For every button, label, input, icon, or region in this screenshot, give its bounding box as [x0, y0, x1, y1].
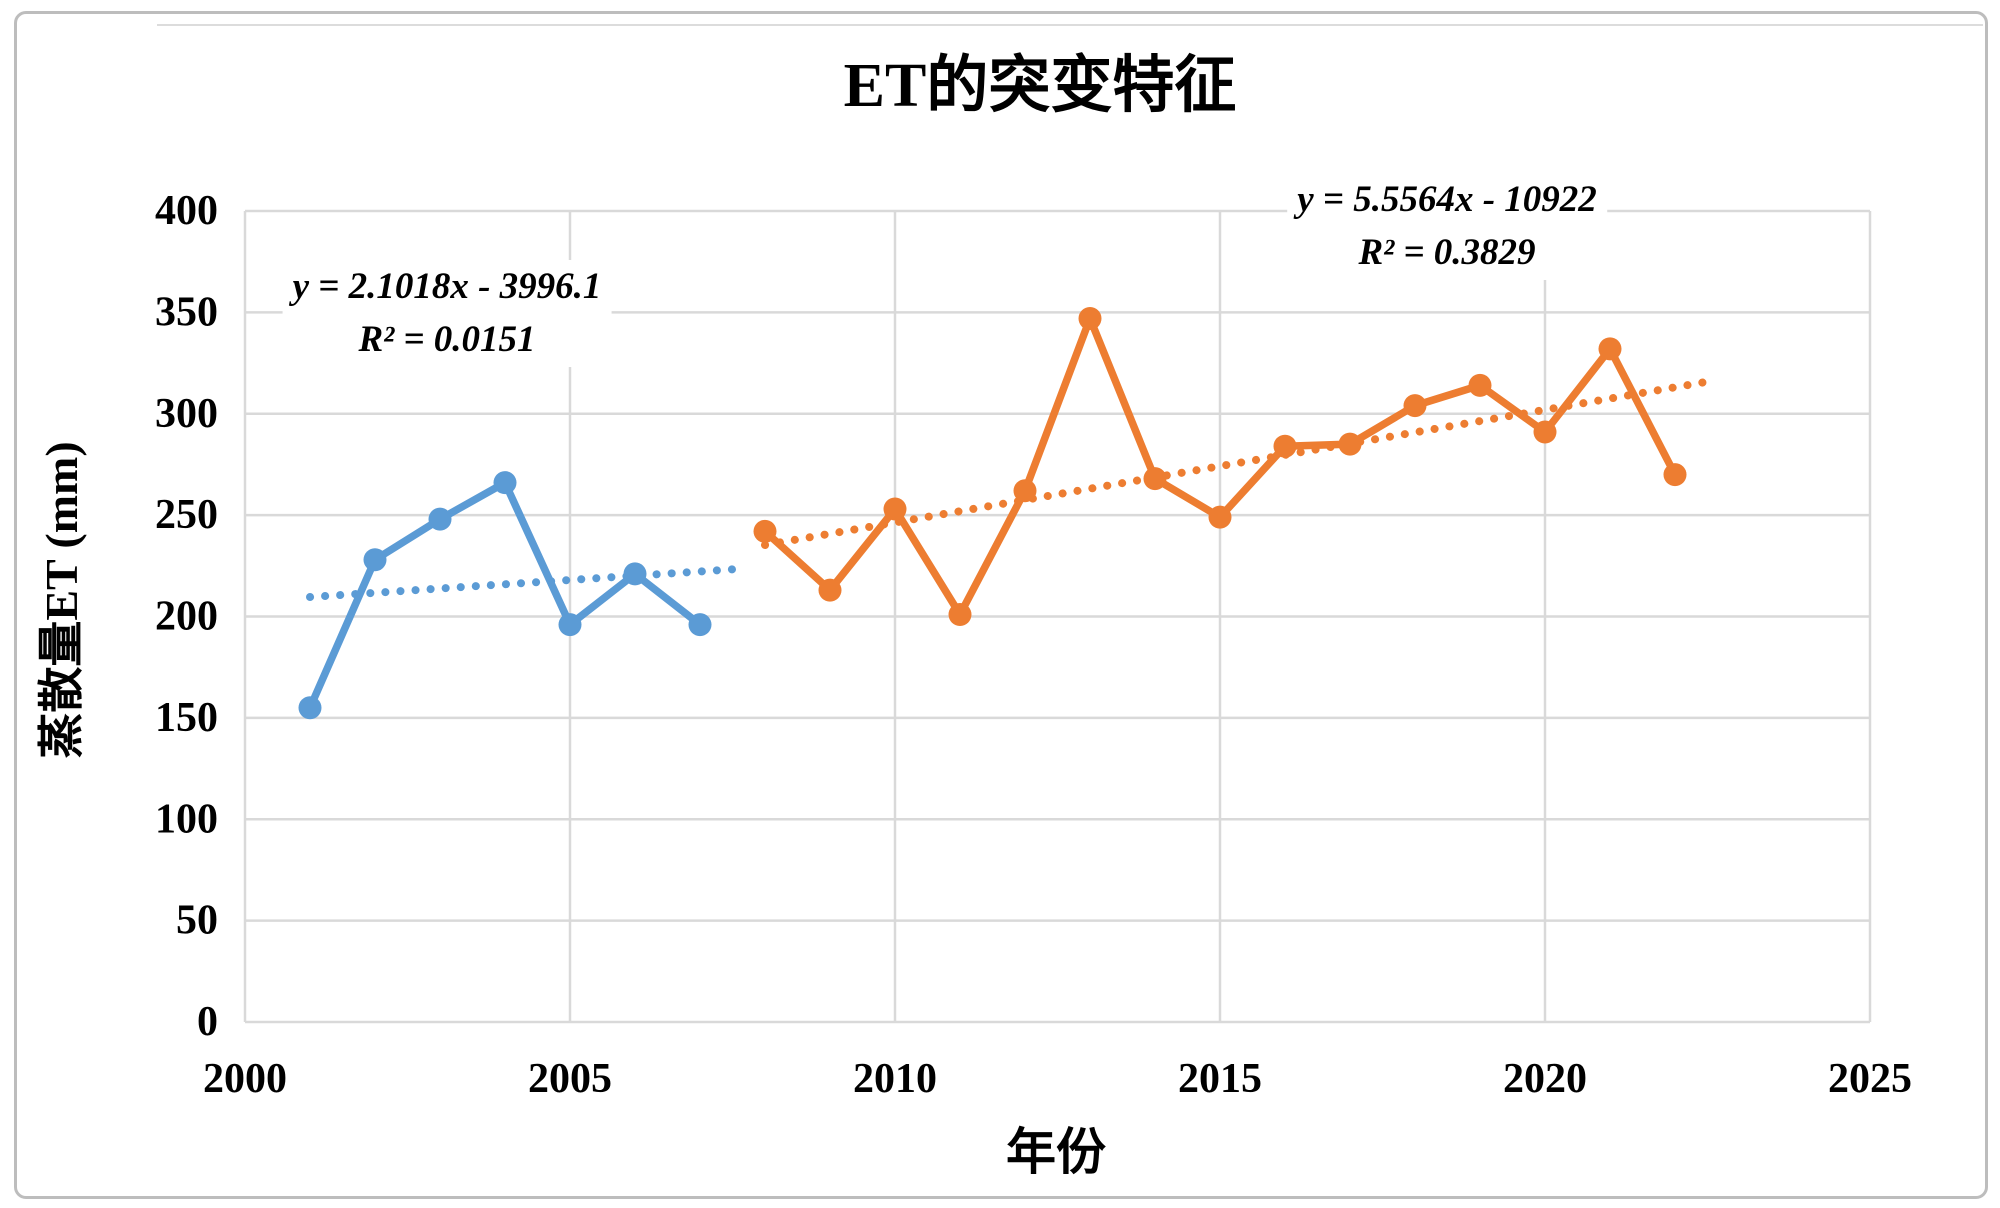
figure-border	[14, 11, 1988, 1199]
trendline-equation-orange-r2: R² = 0.3829	[1358, 231, 1536, 273]
y-axis-tick-label: 0	[197, 999, 218, 1045]
data-point-marker	[1013, 479, 1037, 503]
x-axis-tick-label: 2010	[853, 1056, 937, 1102]
x-axis-title: 年份	[1006, 1124, 1106, 1180]
trendline-equation-blue-formula: y = 2.1018x - 3996.1	[292, 266, 602, 307]
y-axis-title: 蒸散量ET (mm)	[36, 441, 87, 759]
trendline-equation-blue-r2: R² = 0.0151	[358, 318, 536, 360]
x-axis-tick-label: 2015	[1178, 1056, 1262, 1102]
data-point-marker	[883, 497, 907, 521]
trendline-dotted	[306, 565, 737, 602]
y-axis-tick-label: 50	[176, 898, 218, 944]
x-axis-tick-label: 2020	[1503, 1056, 1587, 1102]
data-point-marker	[623, 562, 647, 586]
data-point-marker	[1273, 434, 1297, 458]
y-axis-tick-label: 350	[155, 289, 218, 335]
chart-title: ET的突变特征	[829, 34, 1251, 124]
data-point-marker	[1663, 463, 1687, 487]
data-point-marker	[1338, 432, 1362, 456]
data-point-marker	[298, 696, 322, 720]
y-axis-tick-label: 300	[155, 391, 218, 437]
data-point-marker	[753, 519, 777, 543]
data-point-marker	[1208, 505, 1232, 529]
data-point-marker	[1598, 337, 1622, 361]
y-axis-tick-label: 400	[155, 188, 218, 234]
x-axis-tick-label: 2005	[528, 1056, 612, 1102]
y-axis-tick-label: 250	[155, 492, 218, 538]
y-axis-tick-label: 200	[155, 594, 218, 640]
trendline-equation-orange-formula: y = 5.5564x - 10922	[1297, 179, 1597, 220]
x-axis-tick-label: 2000	[203, 1056, 287, 1102]
data-point-marker	[688, 613, 712, 637]
data-point-marker	[1468, 373, 1492, 397]
x-axis-tick-label: 2025	[1828, 1056, 1912, 1102]
data-point-marker	[493, 471, 517, 495]
data-point-marker	[818, 578, 842, 602]
y-axis-tick-label: 100	[155, 796, 218, 842]
data-point-marker	[1533, 420, 1557, 444]
trendline-dotted	[761, 377, 1712, 550]
data-point-marker	[558, 613, 582, 637]
data-point-marker	[1403, 394, 1427, 418]
trendline-equation-blue: y = 2.1018x - 3996.1 R² = 0.0151	[282, 260, 612, 368]
data-point-marker	[428, 507, 452, 531]
chart-frame-top-edge	[157, 24, 1983, 26]
data-point-marker	[1143, 467, 1167, 491]
data-point-marker	[1078, 306, 1102, 330]
data-point-marker	[363, 548, 387, 572]
trendline-equation-orange: y = 5.5564x - 10922 R² = 0.3829	[1287, 173, 1607, 281]
y-axis-tick-label: 150	[155, 695, 218, 741]
data-point-marker	[948, 602, 972, 626]
